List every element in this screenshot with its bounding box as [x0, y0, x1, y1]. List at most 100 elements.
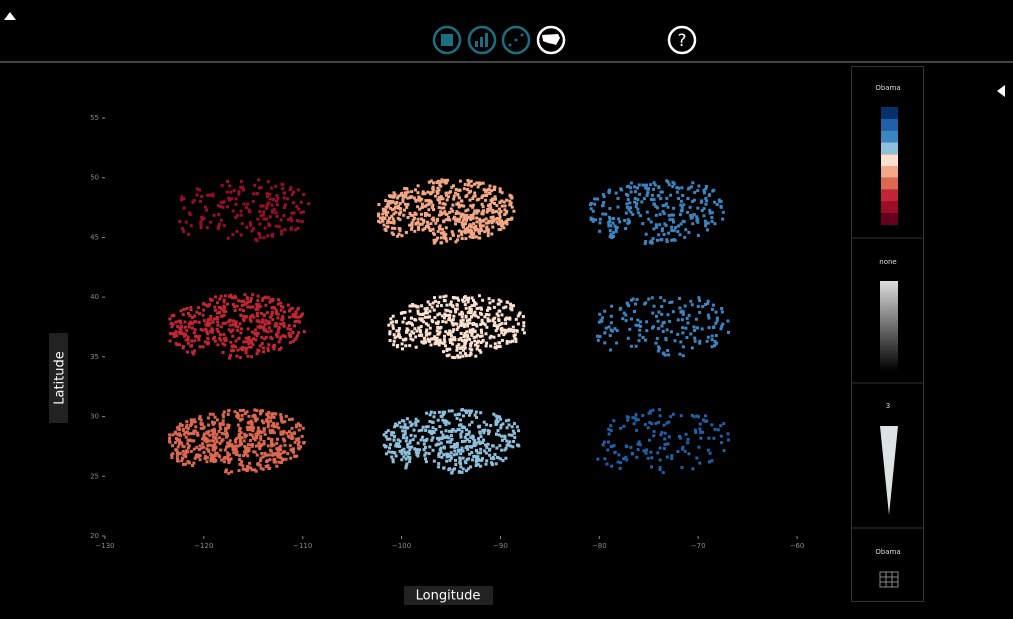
y-tick-label: 45: [90, 233, 99, 241]
map-dot: [193, 339, 197, 343]
map-dot: [436, 236, 440, 240]
map-dot: [701, 305, 705, 309]
map-dot: [288, 444, 292, 448]
map-dot: [246, 468, 249, 472]
map-dot: [470, 420, 474, 424]
map-dot: [652, 227, 656, 231]
map-dot: [172, 332, 176, 335]
map-dot: [221, 438, 225, 442]
map-dot: [708, 451, 712, 455]
map-dot: [297, 437, 301, 441]
map-view[interactable]: [536, 25, 566, 55]
opacity-title[interactable]: none: [879, 258, 896, 266]
map-dot: [252, 192, 256, 196]
map-dot: [281, 315, 285, 318]
x-tick-label: −120: [194, 542, 213, 550]
map-dot: [384, 199, 388, 202]
map-dot: [444, 181, 448, 185]
map-dot: [392, 450, 396, 454]
map-dot: [698, 461, 702, 465]
map-dot: [440, 437, 444, 441]
map-dot: [468, 306, 472, 310]
map-dot: [721, 217, 725, 221]
map-dot: [459, 418, 462, 422]
map-dot: [190, 422, 194, 426]
size-title[interactable]: 3: [886, 402, 890, 410]
map-dot: [441, 211, 445, 215]
map-dot: [295, 425, 298, 429]
map-dot: [253, 417, 257, 421]
map-dot: [168, 436, 172, 440]
map-dot: [171, 322, 175, 326]
scatter-view[interactable]: [501, 25, 531, 55]
map-dot: [442, 445, 446, 449]
map-dot: [205, 437, 209, 441]
map-dot: [487, 208, 491, 212]
map-dot: [389, 206, 393, 210]
help-button[interactable]: [667, 25, 697, 55]
map-dot: [255, 334, 259, 338]
map-dot: [665, 328, 669, 332]
map-dot: [241, 408, 245, 412]
map-dot: [692, 198, 696, 202]
map-dot: [502, 328, 506, 332]
map-dot: [416, 191, 420, 195]
map-dot: [413, 304, 417, 308]
map-dot: [657, 185, 661, 189]
map-dot: [389, 221, 393, 224]
map-dot: [224, 321, 228, 325]
collapse-top[interactable]: [4, 12, 16, 20]
map-dot: [419, 330, 422, 334]
map-dot: [175, 449, 179, 452]
map-dot: [475, 211, 479, 215]
map-dot: [259, 459, 262, 463]
map-dot: [645, 194, 649, 198]
map-dot: [508, 199, 512, 203]
map-dot: [266, 234, 270, 238]
map-dot: [402, 213, 406, 217]
map-dot: [301, 312, 304, 316]
map-dot: [513, 336, 517, 340]
map-dot: [459, 319, 463, 323]
map-dot: [255, 417, 259, 421]
map-dot: [211, 328, 215, 332]
map-dot: [460, 237, 464, 240]
map-dot: [186, 335, 190, 339]
map-dot: [209, 315, 213, 318]
map-dot: [634, 302, 637, 306]
map-dot: [213, 436, 217, 439]
map-dot: [231, 348, 235, 352]
map-dot: [656, 238, 659, 242]
map-dot: [479, 226, 483, 230]
map-dot: [249, 345, 253, 349]
map-dot: [258, 412, 262, 416]
map-dot: [287, 418, 291, 422]
map-dot: [508, 317, 512, 321]
map-dot: [210, 429, 214, 432]
map-dot: [635, 455, 639, 459]
map-dot: [276, 196, 280, 200]
map-dot: [263, 337, 267, 341]
map-dot: [461, 223, 465, 227]
map-dot: [634, 418, 638, 422]
map-dot: [264, 303, 268, 307]
map-dot: [719, 424, 723, 428]
facet-title[interactable]: Obama: [875, 548, 900, 556]
map-dot: [471, 458, 475, 462]
map-dot: [507, 423, 511, 427]
map-dot: [420, 428, 424, 432]
map-dot: [225, 445, 228, 449]
map-dot: [264, 453, 268, 457]
map-dot: [477, 236, 481, 240]
map-dot: [429, 343, 433, 347]
map-dot: [456, 354, 460, 358]
collapse-right[interactable]: [997, 85, 1005, 97]
color-title[interactable]: Obama: [875, 84, 900, 92]
map-dot: [262, 325, 266, 329]
map-dot: [267, 343, 271, 347]
map-dot: [471, 197, 475, 200]
map-dot: [650, 296, 654, 300]
table-view[interactable]: [432, 25, 462, 55]
map-dot: [207, 423, 211, 427]
bar-view[interactable]: [467, 25, 497, 55]
